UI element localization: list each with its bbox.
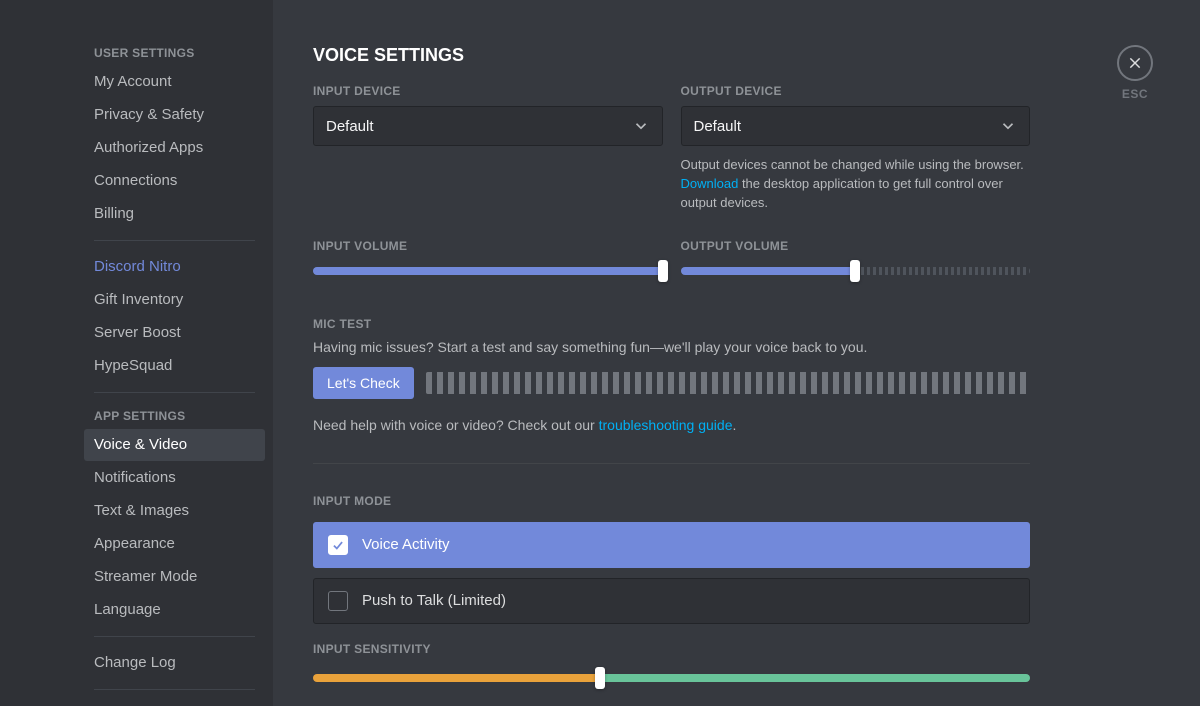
sidebar-item-discord-nitro[interactable]: Discord Nitro [84,251,265,283]
sidebar-item-privacy-safety[interactable]: Privacy & Safety [84,99,265,131]
input-device-value: Default [326,118,374,135]
section-app-settings: App Settings [84,403,265,429]
lets-check-button[interactable]: Let's Check [313,367,414,399]
sidebar-item-gift-inventory[interactable]: Gift Inventory [84,284,265,316]
sidebar-item-authorized-apps[interactable]: Authorized Apps [84,132,265,164]
esc-label: ESC [1122,87,1148,101]
input-device-label: Input Device [313,84,663,98]
checkbox-icon [328,591,348,611]
sidebar-item-appearance[interactable]: Appearance [84,528,265,560]
settings-sidebar: User Settings My AccountPrivacy & Safety… [76,0,273,706]
input-sensitivity-slider[interactable] [313,668,1030,688]
input-mode-option-voice-activity[interactable]: Voice Activity [313,522,1030,568]
slider-thumb[interactable] [850,260,860,282]
output-device-help: Output devices cannot be changed while u… [681,156,1031,213]
close-column: ESC [1070,0,1200,706]
input-volume-slider[interactable] [313,261,663,281]
input-mode-option-push-to-talk-limited-[interactable]: Push to Talk (Limited) [313,578,1030,624]
output-device-select[interactable]: Default [681,106,1031,146]
mic-test-label: Mic Test [313,317,1030,331]
sidebar-item-log-out[interactable]: Log Out [84,700,265,706]
sidebar-separator [94,392,255,393]
page-title: Voice Settings [313,45,1030,66]
sidebar-item-text-images[interactable]: Text & Images [84,495,265,527]
sidebar-gutter [0,0,76,706]
sidebar-separator [94,240,255,241]
download-link[interactable]: Download [681,176,739,191]
sidebar-item-notifications[interactable]: Notifications [84,462,265,494]
divider [313,463,1030,464]
close-icon [1127,55,1143,71]
input-mode-option-label: Voice Activity [362,536,450,553]
troubleshoot-link[interactable]: troubleshooting guide [599,417,733,433]
chevron-down-icon [632,117,650,135]
input-mode-label: Input Mode [313,494,1030,508]
mic-test-desc: Having mic issues? Start a test and say … [313,339,1030,355]
sidebar-item-my-account[interactable]: My Account [84,66,265,98]
sidebar-separator [94,689,255,690]
slider-thumb[interactable] [658,260,668,282]
settings-content: Voice Settings Input Device Default Outp… [273,0,1070,706]
output-device-label: Output Device [681,84,1031,98]
output-volume-label: Output Volume [681,239,1031,253]
input-mode-option-label: Push to Talk (Limited) [362,592,506,609]
section-user-settings: User Settings [84,40,265,66]
sidebar-item-connections[interactable]: Connections [84,165,265,197]
troubleshoot-text: Need help with voice or video? Check out… [313,417,1030,433]
sidebar-item-language[interactable]: Language [84,594,265,626]
input-device-select[interactable]: Default [313,106,663,146]
sidebar-separator [94,636,255,637]
checkbox-icon [328,535,348,555]
output-volume-slider[interactable] [681,261,1031,281]
mic-level-meter [426,372,1030,394]
slider-thumb[interactable] [595,667,605,689]
sidebar-item-billing[interactable]: Billing [84,198,265,230]
sidebar-item-streamer-mode[interactable]: Streamer Mode [84,561,265,593]
output-device-value: Default [694,118,742,135]
close-button[interactable] [1117,45,1153,81]
sidebar-item-server-boost[interactable]: Server Boost [84,317,265,349]
input-sensitivity-label: Input Sensitivity [313,642,1030,656]
sidebar-item-voice-video[interactable]: Voice & Video [84,429,265,461]
chevron-down-icon [999,117,1017,135]
sidebar-item-change-log[interactable]: Change Log [84,647,265,679]
sidebar-item-hypesquad[interactable]: HypeSquad [84,350,265,382]
input-volume-label: Input Volume [313,239,663,253]
